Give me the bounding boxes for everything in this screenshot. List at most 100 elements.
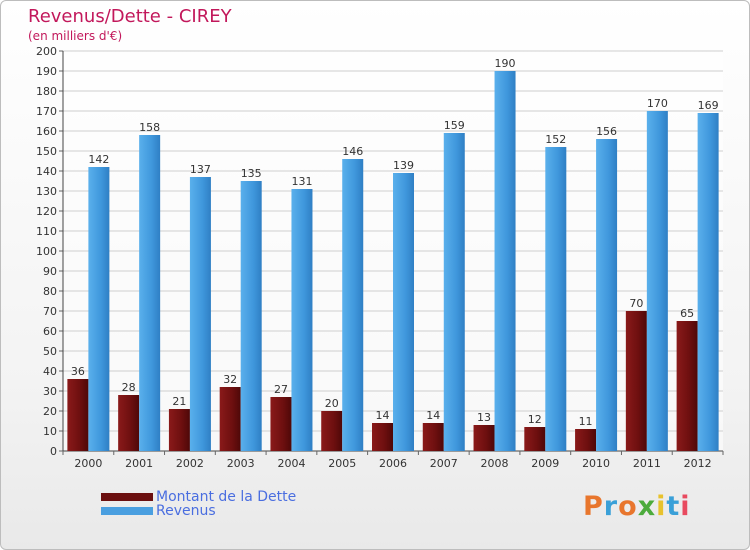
bar-debt	[625, 311, 647, 451]
data-label: 21	[172, 395, 186, 408]
bar-debt	[524, 427, 546, 451]
x-tick-label: 2010	[582, 457, 610, 470]
data-label: 137	[190, 163, 211, 176]
bar-revenue	[494, 71, 516, 451]
data-label: 159	[444, 119, 465, 132]
y-tick-label: 70	[43, 305, 57, 318]
data-label: 11	[579, 415, 593, 428]
proxiti-logo: Proxiti	[583, 491, 691, 522]
bar-revenue	[393, 173, 414, 451]
y-tick-label: 20	[43, 405, 57, 418]
y-tick-label: 100	[36, 245, 57, 258]
data-label: 28	[122, 381, 136, 394]
x-tick-label: 2008	[481, 457, 509, 470]
data-label: 65	[680, 307, 694, 320]
data-label: 131	[291, 175, 312, 188]
y-tick-label: 150	[36, 145, 57, 158]
bar-debt	[118, 395, 140, 451]
bar-revenue	[240, 181, 262, 451]
legend-item-debt: Montant de la Dette	[101, 489, 296, 505]
x-tick-label: 2005	[328, 457, 356, 470]
legend-label-revenue: Revenus	[156, 503, 216, 519]
bar-revenue	[88, 167, 110, 451]
bar-revenue	[646, 111, 668, 451]
x-tick-label: 2007	[430, 457, 458, 470]
bar-debt	[270, 397, 292, 451]
y-tick-label: 160	[36, 125, 57, 138]
bar-debt	[67, 379, 89, 451]
data-label: 36	[71, 365, 85, 378]
data-label: 20	[325, 397, 339, 410]
data-label: 169	[698, 99, 719, 112]
logo-letter: i	[656, 491, 667, 522]
y-tick-label: 200	[36, 45, 57, 58]
x-tick-label: 2004	[277, 457, 305, 470]
bar-debt	[321, 411, 343, 451]
bar-debt	[575, 429, 597, 451]
data-label: 32	[223, 373, 237, 386]
data-label: 170	[647, 97, 668, 110]
legend-label-debt: Montant de la Dette	[156, 489, 297, 505]
bar-debt	[473, 425, 495, 451]
y-tick-label: 40	[43, 365, 57, 378]
bar-revenue	[697, 113, 719, 451]
y-tick-label: 80	[43, 285, 57, 298]
x-tick-label: 2003	[227, 457, 255, 470]
bar-revenue	[291, 189, 313, 451]
logo-letter: i	[680, 491, 691, 522]
y-tick-label: 140	[36, 165, 57, 178]
data-label: 14	[376, 409, 390, 422]
bar-revenue	[443, 133, 465, 451]
x-tick-label: 2012	[684, 457, 712, 470]
bar-revenue	[189, 177, 211, 451]
y-tick-label: 180	[36, 85, 57, 98]
x-tick-label: 2002	[176, 457, 204, 470]
y-tick-label: 110	[36, 225, 57, 238]
bar-debt	[676, 321, 698, 451]
data-label: 190	[495, 57, 516, 70]
legend-swatch-revenue	[101, 507, 153, 515]
bar-debt	[372, 423, 393, 451]
chart-title: Revenus/Dette - CIREY	[28, 6, 232, 27]
data-label: 146	[342, 145, 363, 158]
bar-revenue	[342, 159, 364, 451]
x-tick-label: 2001	[125, 457, 153, 470]
data-label: 27	[274, 383, 288, 396]
y-tick-label: 170	[36, 105, 57, 118]
legend-item-revenue: Revenus	[101, 503, 216, 519]
y-tick-label: 0	[50, 445, 57, 458]
y-tick-label: 10	[43, 425, 57, 438]
data-label: 156	[596, 125, 617, 138]
logo-letter: x	[637, 491, 657, 522]
x-tick-label: 2009	[531, 457, 559, 470]
data-label: 12	[528, 413, 542, 426]
legend-swatch-debt	[101, 493, 153, 501]
data-label: 142	[88, 153, 109, 166]
data-label: 139	[393, 159, 414, 172]
y-tick-label: 130	[36, 185, 57, 198]
bar-debt	[422, 423, 444, 451]
y-tick-label: 60	[43, 325, 57, 338]
data-label: 158	[139, 121, 160, 134]
x-tick-label: 2011	[633, 457, 661, 470]
logo-letter: P	[583, 491, 604, 522]
x-tick-label: 2000	[74, 457, 102, 470]
logo-letter: r	[603, 491, 619, 522]
y-tick-label: 90	[43, 265, 57, 278]
bar-debt	[219, 387, 241, 451]
data-label: 152	[545, 133, 566, 146]
data-label: 135	[241, 167, 262, 180]
data-label: 13	[477, 411, 491, 424]
bar-revenue	[545, 147, 567, 451]
y-tick-label: 190	[36, 65, 57, 78]
bar-debt	[168, 409, 190, 451]
y-tick-label: 50	[43, 345, 57, 358]
logo-letter: t	[666, 491, 681, 522]
bar-revenue	[596, 139, 618, 451]
y-tick-label: 120	[36, 205, 57, 218]
data-label: 14	[426, 409, 440, 422]
y-tick-label: 30	[43, 385, 57, 398]
x-tick-label: 2006	[379, 457, 407, 470]
